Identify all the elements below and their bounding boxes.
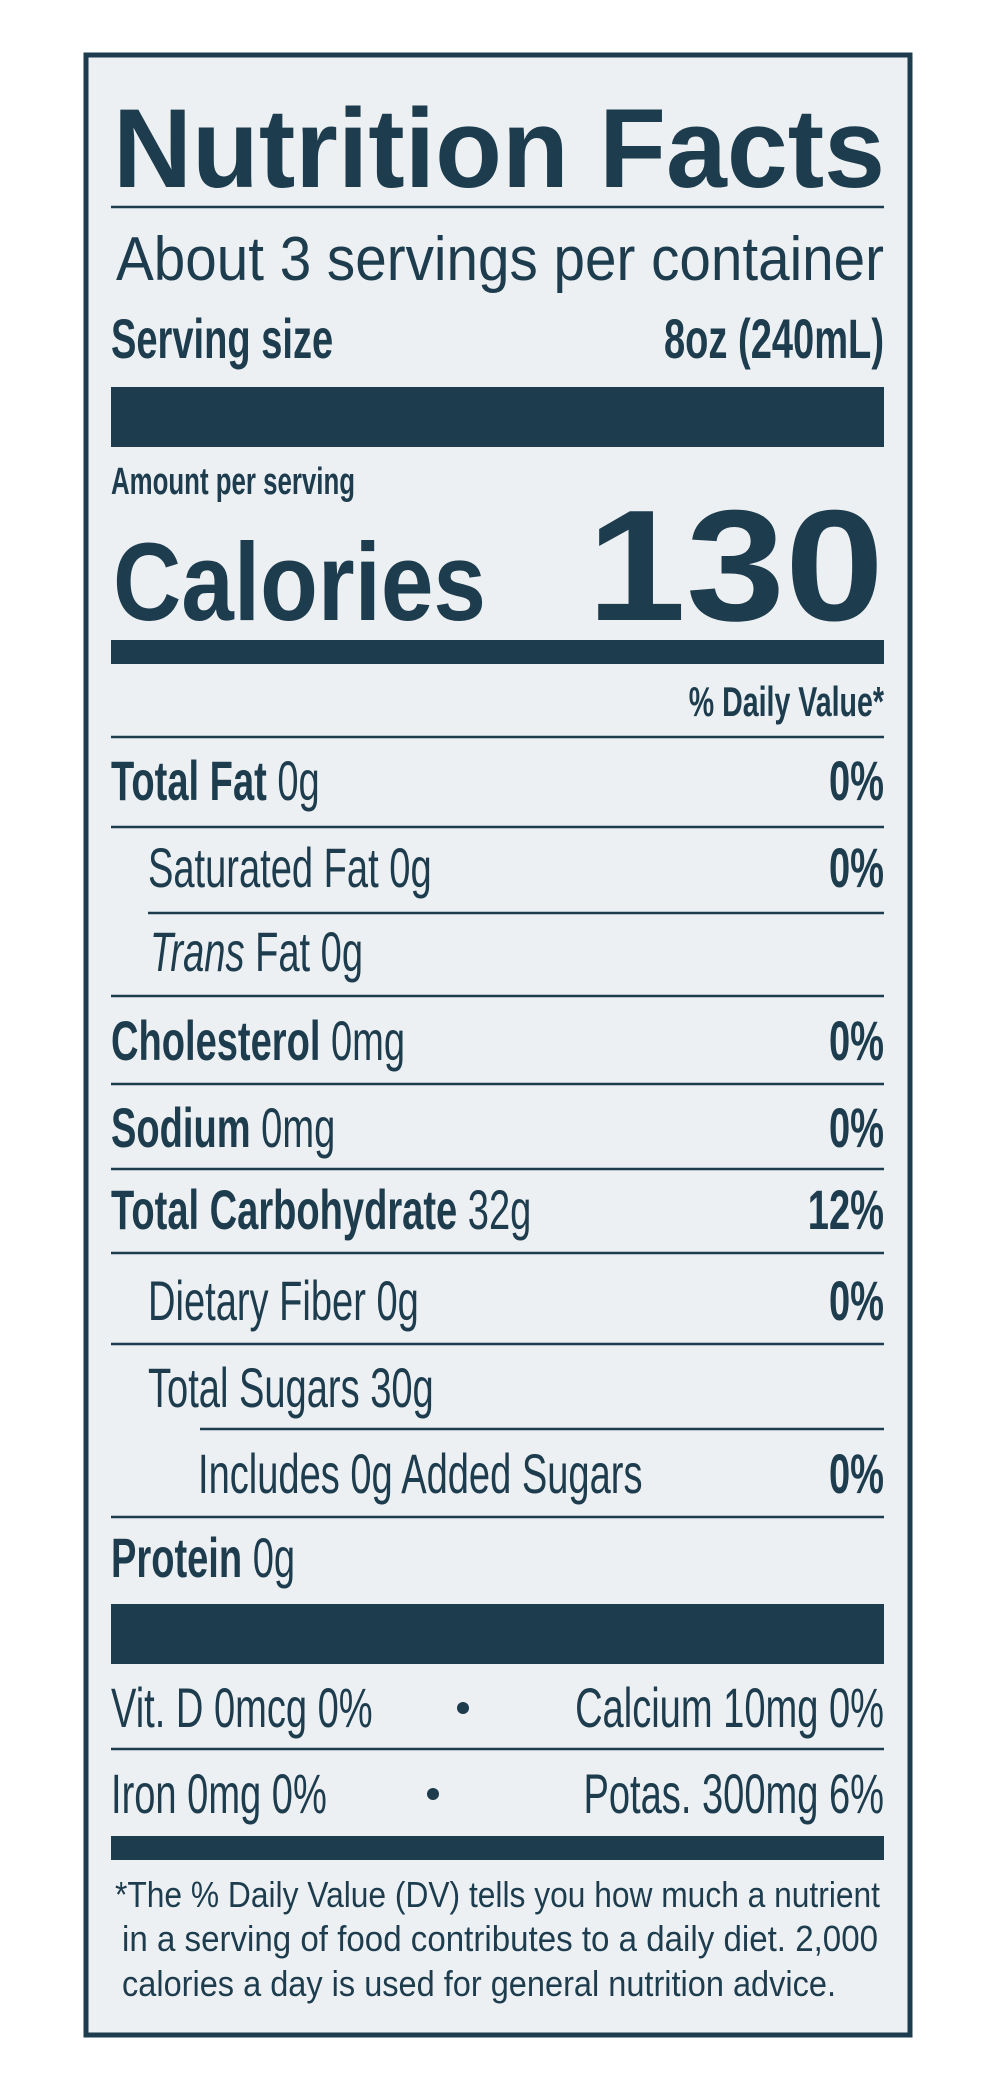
vitamin-mineral: Iron 0mg 0% bbox=[111, 1764, 327, 1826]
nutrient-name: Fat bbox=[255, 922, 310, 984]
nutrient-dv: 0% bbox=[829, 1444, 884, 1506]
vitamin-mineral: Potas. 300mg 6% bbox=[583, 1764, 884, 1826]
nutrient-name: Dietary Fiber bbox=[148, 1271, 366, 1333]
nutrient: Trans Fat 0g bbox=[150, 922, 363, 984]
nutrient-dv: 0% bbox=[829, 1011, 884, 1073]
title: Nutrition Facts bbox=[113, 86, 885, 211]
footnote-line: in a serving of food contributes to a da… bbox=[122, 1918, 878, 1959]
servings-per-container: About 3 servings per container bbox=[116, 225, 884, 294]
nutrient-name: Protein bbox=[111, 1528, 242, 1590]
footnote-line: calories a day is used for general nutri… bbox=[122, 1963, 836, 2004]
label-panel bbox=[83, 52, 913, 2038]
medium-bar bbox=[111, 1836, 884, 1860]
bullet bbox=[457, 1702, 469, 1714]
nutrient-amount: 0mg bbox=[261, 1098, 335, 1160]
nutrient-amount: 0g bbox=[377, 1271, 419, 1333]
nutrient-dv: 0% bbox=[829, 1098, 884, 1160]
nutrient-name: Total Fat bbox=[111, 751, 267, 813]
vitamin-mineral: Vit. D 0mcg 0% bbox=[111, 1678, 373, 1740]
bullet bbox=[427, 1788, 439, 1800]
footnote-line: *The % Daily Value (DV) tells you how mu… bbox=[115, 1874, 880, 1915]
nutrient-name: Sodium bbox=[111, 1098, 251, 1160]
nutrient: Sodium 0mg bbox=[111, 1098, 335, 1160]
nutrient: Cholesterol 0mg bbox=[111, 1011, 405, 1073]
thick-bar bbox=[111, 1604, 884, 1664]
nutrient-name: Total Sugars bbox=[148, 1358, 360, 1420]
nutrient: Saturated Fat 0g bbox=[148, 838, 432, 900]
amount-per-serving: Amount per serving bbox=[111, 460, 355, 502]
nutrient-amount: 0g bbox=[277, 751, 319, 813]
nutrient-amount: 30g bbox=[370, 1358, 434, 1420]
daily-value-header: % Daily Value* bbox=[689, 677, 884, 725]
nutrient-name-italic: Trans bbox=[150, 922, 244, 984]
nutrient-amount: 0g bbox=[321, 922, 363, 984]
nutrient-dv: 0% bbox=[829, 838, 884, 900]
nutrient-name: Includes 0g Added Sugars bbox=[198, 1444, 643, 1506]
nutrient-amount: 32g bbox=[468, 1180, 532, 1242]
nutrient-dv: 12% bbox=[808, 1180, 884, 1242]
thick-bar bbox=[111, 387, 884, 447]
nutrient-dv: 0% bbox=[829, 1271, 884, 1333]
nutrient: Dietary Fiber 0g bbox=[148, 1271, 419, 1333]
vitamin-mineral: Calcium 10mg 0% bbox=[575, 1678, 884, 1740]
serving-size-label: Serving size bbox=[111, 309, 333, 371]
calories-label: Calories bbox=[113, 521, 486, 644]
serving-size-value: 8oz (240mL) bbox=[664, 309, 884, 371]
nutrient: Total Carbohydrate 32g bbox=[111, 1180, 531, 1242]
nutrient-amount: 0mg bbox=[331, 1011, 405, 1073]
nutrient: Total Sugars 30g bbox=[148, 1358, 434, 1420]
nutrient-dv: 0% bbox=[829, 751, 884, 813]
calories-value: 130 bbox=[587, 478, 884, 654]
nutrient: Protein 0g bbox=[111, 1528, 295, 1590]
nutrient-amount: 0g bbox=[389, 838, 431, 900]
nutrient-name: Total Carbohydrate bbox=[111, 1180, 457, 1242]
nutrient: Total Fat 0g bbox=[111, 751, 320, 813]
nutrient-amount: 0g bbox=[253, 1528, 295, 1590]
nutrient-name: Cholesterol bbox=[111, 1011, 320, 1073]
medium-bar bbox=[111, 640, 884, 664]
nutrient-name: Saturated Fat bbox=[148, 838, 379, 900]
